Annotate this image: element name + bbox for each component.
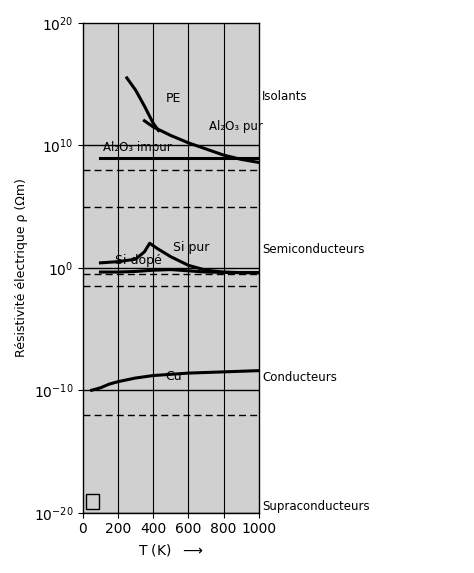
Text: Conducteurs: Conducteurs	[262, 371, 337, 384]
Text: Al₂O₃ pur: Al₂O₃ pur	[210, 120, 264, 133]
Y-axis label: Résistivité électrique ρ (Ωm): Résistivité électrique ρ (Ωm)	[15, 178, 28, 357]
Text: PE: PE	[165, 92, 181, 105]
Text: Al₂O₃ impur: Al₂O₃ impur	[103, 142, 172, 155]
Text: Cu: Cu	[165, 370, 182, 383]
Text: Supraconducteurs: Supraconducteurs	[262, 500, 370, 513]
Text: Si pur: Si pur	[173, 241, 209, 254]
Text: Isolants: Isolants	[262, 90, 308, 103]
Bar	[86, 494, 99, 509]
X-axis label: T (K)  $\longrightarrow$: T (K) $\longrightarrow$	[138, 542, 204, 558]
Text: Si dopé: Si dopé	[115, 253, 162, 266]
Text: Semiconducteurs: Semiconducteurs	[262, 243, 365, 256]
